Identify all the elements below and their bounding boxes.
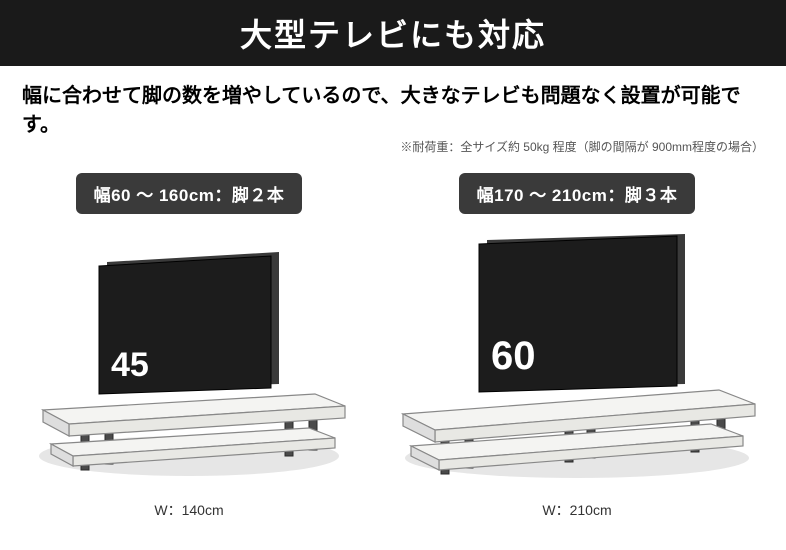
pill-label-right: 幅170 ～ 210cm：脚３本 (459, 173, 696, 214)
banner: 大型テレビにも対応 (0, 0, 786, 66)
banner-title: 大型テレビにも対応 (240, 10, 546, 56)
description-block: 幅に合わせて脚の数を増やしているので、大きなテレビも問題なく設置が可能です。 ※… (0, 66, 786, 155)
tv-stand-illustration-right (387, 234, 767, 494)
variants-row: 幅60 ～ 160cm：脚２本 45 W：140cm 幅170 ～ 210cm：… (0, 155, 786, 520)
variant-left: 幅60 ～ 160cm：脚２本 45 W：140cm (19, 173, 359, 520)
description-note: ※耐荷重：全サイズ約 50kg 程度（脚の間隔が 900mm程度の場合） (22, 138, 764, 155)
figure-left: 45 (19, 234, 359, 494)
tv-stand-illustration-left (19, 234, 359, 494)
variant-right: 幅170 ～ 210cm：脚３本 60 W：210cm (387, 173, 767, 520)
figure-right: 60 (387, 234, 767, 494)
description-text: 幅に合わせて脚の数を増やしているので、大きなテレビも問題なく設置が可能です。 (22, 82, 764, 140)
caption-right: W：210cm (542, 500, 611, 520)
tv-size-label-left: 45 (111, 346, 149, 385)
pill-label-left: 幅60 ～ 160cm：脚２本 (76, 173, 303, 214)
tv-size-label-right: 60 (491, 334, 536, 379)
caption-left: W：140cm (154, 500, 223, 520)
